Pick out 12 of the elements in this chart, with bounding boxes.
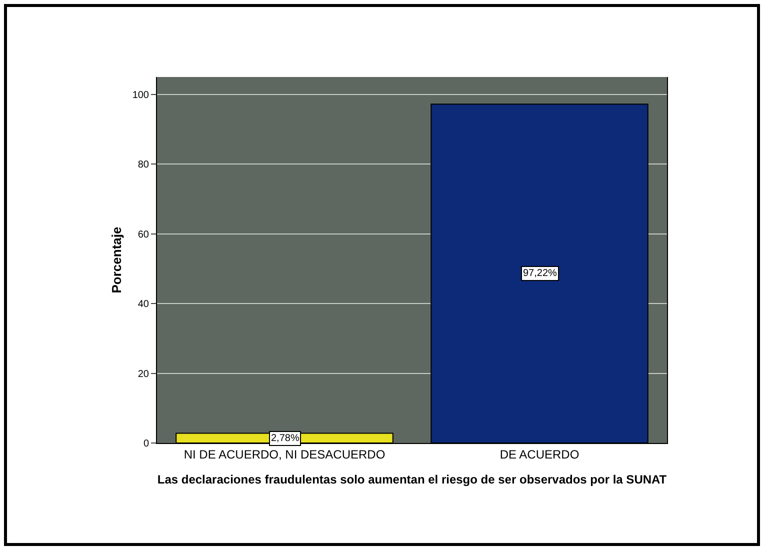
y-tick-label: 60 bbox=[138, 229, 150, 240]
x-axis-title: Las declaraciones fraudulentas solo aumentan el riesgo de ser observados por la SUNAT bbox=[157, 472, 668, 486]
y-tick-label: 40 bbox=[138, 299, 150, 310]
y-tick-label: 80 bbox=[138, 160, 150, 171]
y-tick-label: 100 bbox=[132, 90, 150, 101]
y-tick-label: 0 bbox=[143, 438, 150, 450]
y-axis-title: Porcentaje bbox=[109, 226, 124, 294]
y-tick-label: 20 bbox=[138, 368, 150, 380]
data-label: 2,78% bbox=[271, 433, 300, 444]
x-tick-label: DE ACUERDO bbox=[500, 447, 580, 462]
data-label: 97,22% bbox=[523, 268, 558, 279]
x-tick-label: NI DE ACUERDO, NI DESACUERDO bbox=[184, 447, 386, 462]
